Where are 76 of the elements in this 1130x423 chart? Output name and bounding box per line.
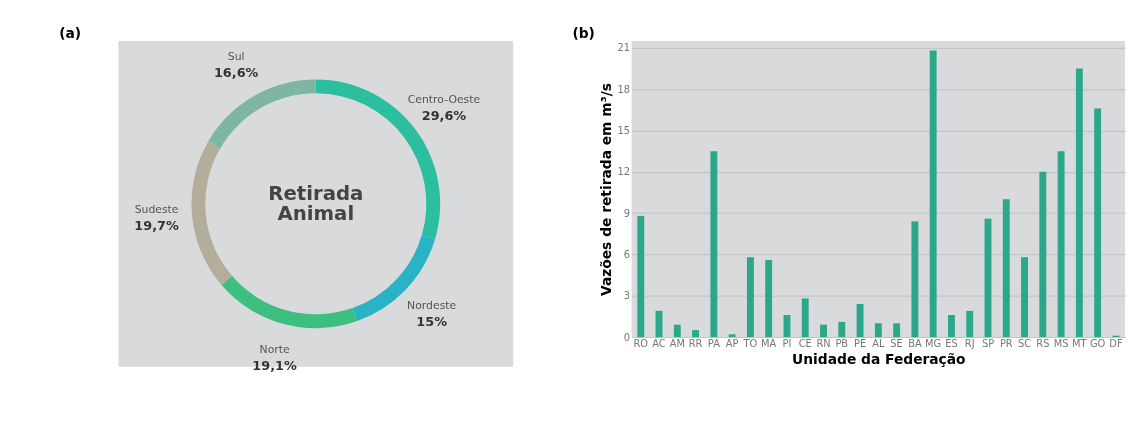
bar bbox=[1002, 199, 1010, 338]
bar bbox=[820, 324, 827, 338]
x-tick-label: PE bbox=[853, 338, 867, 350]
bar bbox=[1094, 108, 1102, 338]
x-tick-label: PB bbox=[835, 338, 849, 350]
x-tick-label: MA bbox=[761, 338, 777, 350]
bar bbox=[692, 330, 700, 338]
bar bbox=[637, 215, 645, 338]
donut-slice bbox=[208, 79, 316, 149]
slice-label: Nordeste bbox=[407, 299, 457, 313]
bar bbox=[1021, 257, 1028, 338]
x-tick-label: RS bbox=[1036, 338, 1050, 350]
x-tick-label: RR bbox=[688, 338, 703, 350]
y-tick-label: 9 bbox=[623, 207, 631, 219]
x-tick-label: TO bbox=[742, 338, 758, 350]
x-tick-label: AC bbox=[652, 338, 666, 350]
x-tick-label: MS bbox=[1053, 338, 1069, 350]
x-tick-label: DF bbox=[1109, 338, 1123, 350]
data-label: 19,7% bbox=[134, 218, 179, 234]
text: (b) bbox=[572, 25, 595, 42]
x-tick-label: RO bbox=[633, 338, 649, 350]
slice-label: Centro-Oeste bbox=[407, 93, 481, 107]
x-tick-label: GO bbox=[1089, 338, 1106, 350]
bar bbox=[1039, 171, 1047, 338]
x-tick-label: SP bbox=[981, 338, 995, 350]
bar bbox=[728, 334, 736, 338]
bar bbox=[710, 151, 718, 338]
y-tick-label: 12 bbox=[617, 166, 631, 178]
donut-slice bbox=[191, 141, 232, 285]
y-tick-label: 18 bbox=[617, 83, 631, 95]
slice-label: Norte bbox=[259, 343, 290, 357]
data-label: 16,6% bbox=[213, 65, 259, 81]
slice-label: Sul bbox=[227, 50, 245, 64]
bar bbox=[1075, 68, 1083, 338]
x-tick-label: MT bbox=[1072, 338, 1088, 350]
x-tick-label: AP bbox=[725, 338, 739, 350]
x-tick-label: RJ bbox=[964, 338, 975, 350]
y-axis-title: Vazões de retirada em m³/s bbox=[597, 83, 614, 296]
x-tick-label: SE bbox=[890, 338, 903, 350]
data-label: 29,6% bbox=[421, 108, 467, 124]
x-tick-label: RN bbox=[816, 338, 831, 350]
x-tick-label: PI bbox=[782, 338, 792, 350]
x-tick-label: SC bbox=[1017, 338, 1032, 350]
y-tick-label: 6 bbox=[623, 248, 631, 260]
x-tick-label: ES bbox=[945, 338, 958, 350]
bar bbox=[929, 50, 937, 338]
x-tick-label: MG bbox=[925, 338, 942, 350]
bar bbox=[911, 221, 919, 338]
x-tick-label: PR bbox=[999, 338, 1013, 350]
x-tick-label: BA bbox=[908, 338, 922, 350]
y-tick-label: 0 bbox=[623, 331, 631, 343]
y-tick-label: 15 bbox=[617, 124, 631, 136]
data-label: 19,1% bbox=[252, 358, 297, 374]
bar bbox=[874, 323, 882, 338]
bar bbox=[947, 315, 955, 338]
x-tick-label: AL bbox=[872, 338, 885, 350]
x-tick-label: PA bbox=[707, 338, 721, 350]
bar bbox=[1057, 151, 1065, 338]
bar bbox=[893, 323, 901, 338]
bar bbox=[838, 321, 846, 338]
y-tick-label: 3 bbox=[623, 290, 631, 302]
x-axis-title: Unidade da Federação bbox=[792, 351, 966, 368]
x-tick-label: AM bbox=[669, 338, 685, 350]
text: Retirada Animal bbox=[268, 181, 364, 225]
y-tick-label: 21 bbox=[617, 42, 631, 54]
x-tick-label: CE bbox=[798, 338, 812, 350]
data-label: 15% bbox=[416, 313, 448, 329]
bar bbox=[966, 310, 974, 338]
bar bbox=[801, 298, 809, 338]
bar bbox=[673, 324, 681, 338]
bar bbox=[746, 257, 754, 338]
text: (a) bbox=[59, 25, 82, 42]
bar bbox=[765, 259, 773, 338]
bar bbox=[856, 304, 864, 338]
slice-label: Sudeste bbox=[134, 203, 179, 217]
donut-slice bbox=[221, 275, 358, 329]
